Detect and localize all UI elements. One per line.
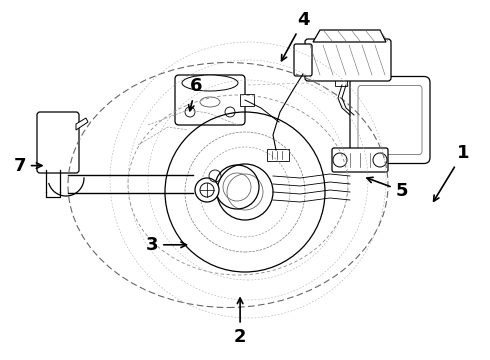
FancyBboxPatch shape xyxy=(175,75,245,125)
Circle shape xyxy=(333,153,347,167)
Text: 5: 5 xyxy=(367,177,408,200)
FancyBboxPatch shape xyxy=(335,76,347,86)
Polygon shape xyxy=(313,30,386,42)
FancyBboxPatch shape xyxy=(350,77,430,163)
FancyBboxPatch shape xyxy=(294,44,312,76)
Ellipse shape xyxy=(182,75,238,91)
Text: 2: 2 xyxy=(234,298,246,346)
FancyBboxPatch shape xyxy=(37,112,79,173)
FancyBboxPatch shape xyxy=(267,149,289,161)
Circle shape xyxy=(373,153,387,167)
Text: 4: 4 xyxy=(282,11,310,61)
Circle shape xyxy=(225,107,235,117)
Circle shape xyxy=(185,107,195,117)
Text: 1: 1 xyxy=(434,144,469,201)
Text: 7: 7 xyxy=(13,157,42,175)
FancyBboxPatch shape xyxy=(240,94,254,106)
Text: 6: 6 xyxy=(189,77,202,111)
FancyBboxPatch shape xyxy=(332,148,388,172)
FancyBboxPatch shape xyxy=(305,39,391,81)
Text: 3: 3 xyxy=(146,236,187,254)
Polygon shape xyxy=(76,118,88,130)
Circle shape xyxy=(195,178,219,202)
